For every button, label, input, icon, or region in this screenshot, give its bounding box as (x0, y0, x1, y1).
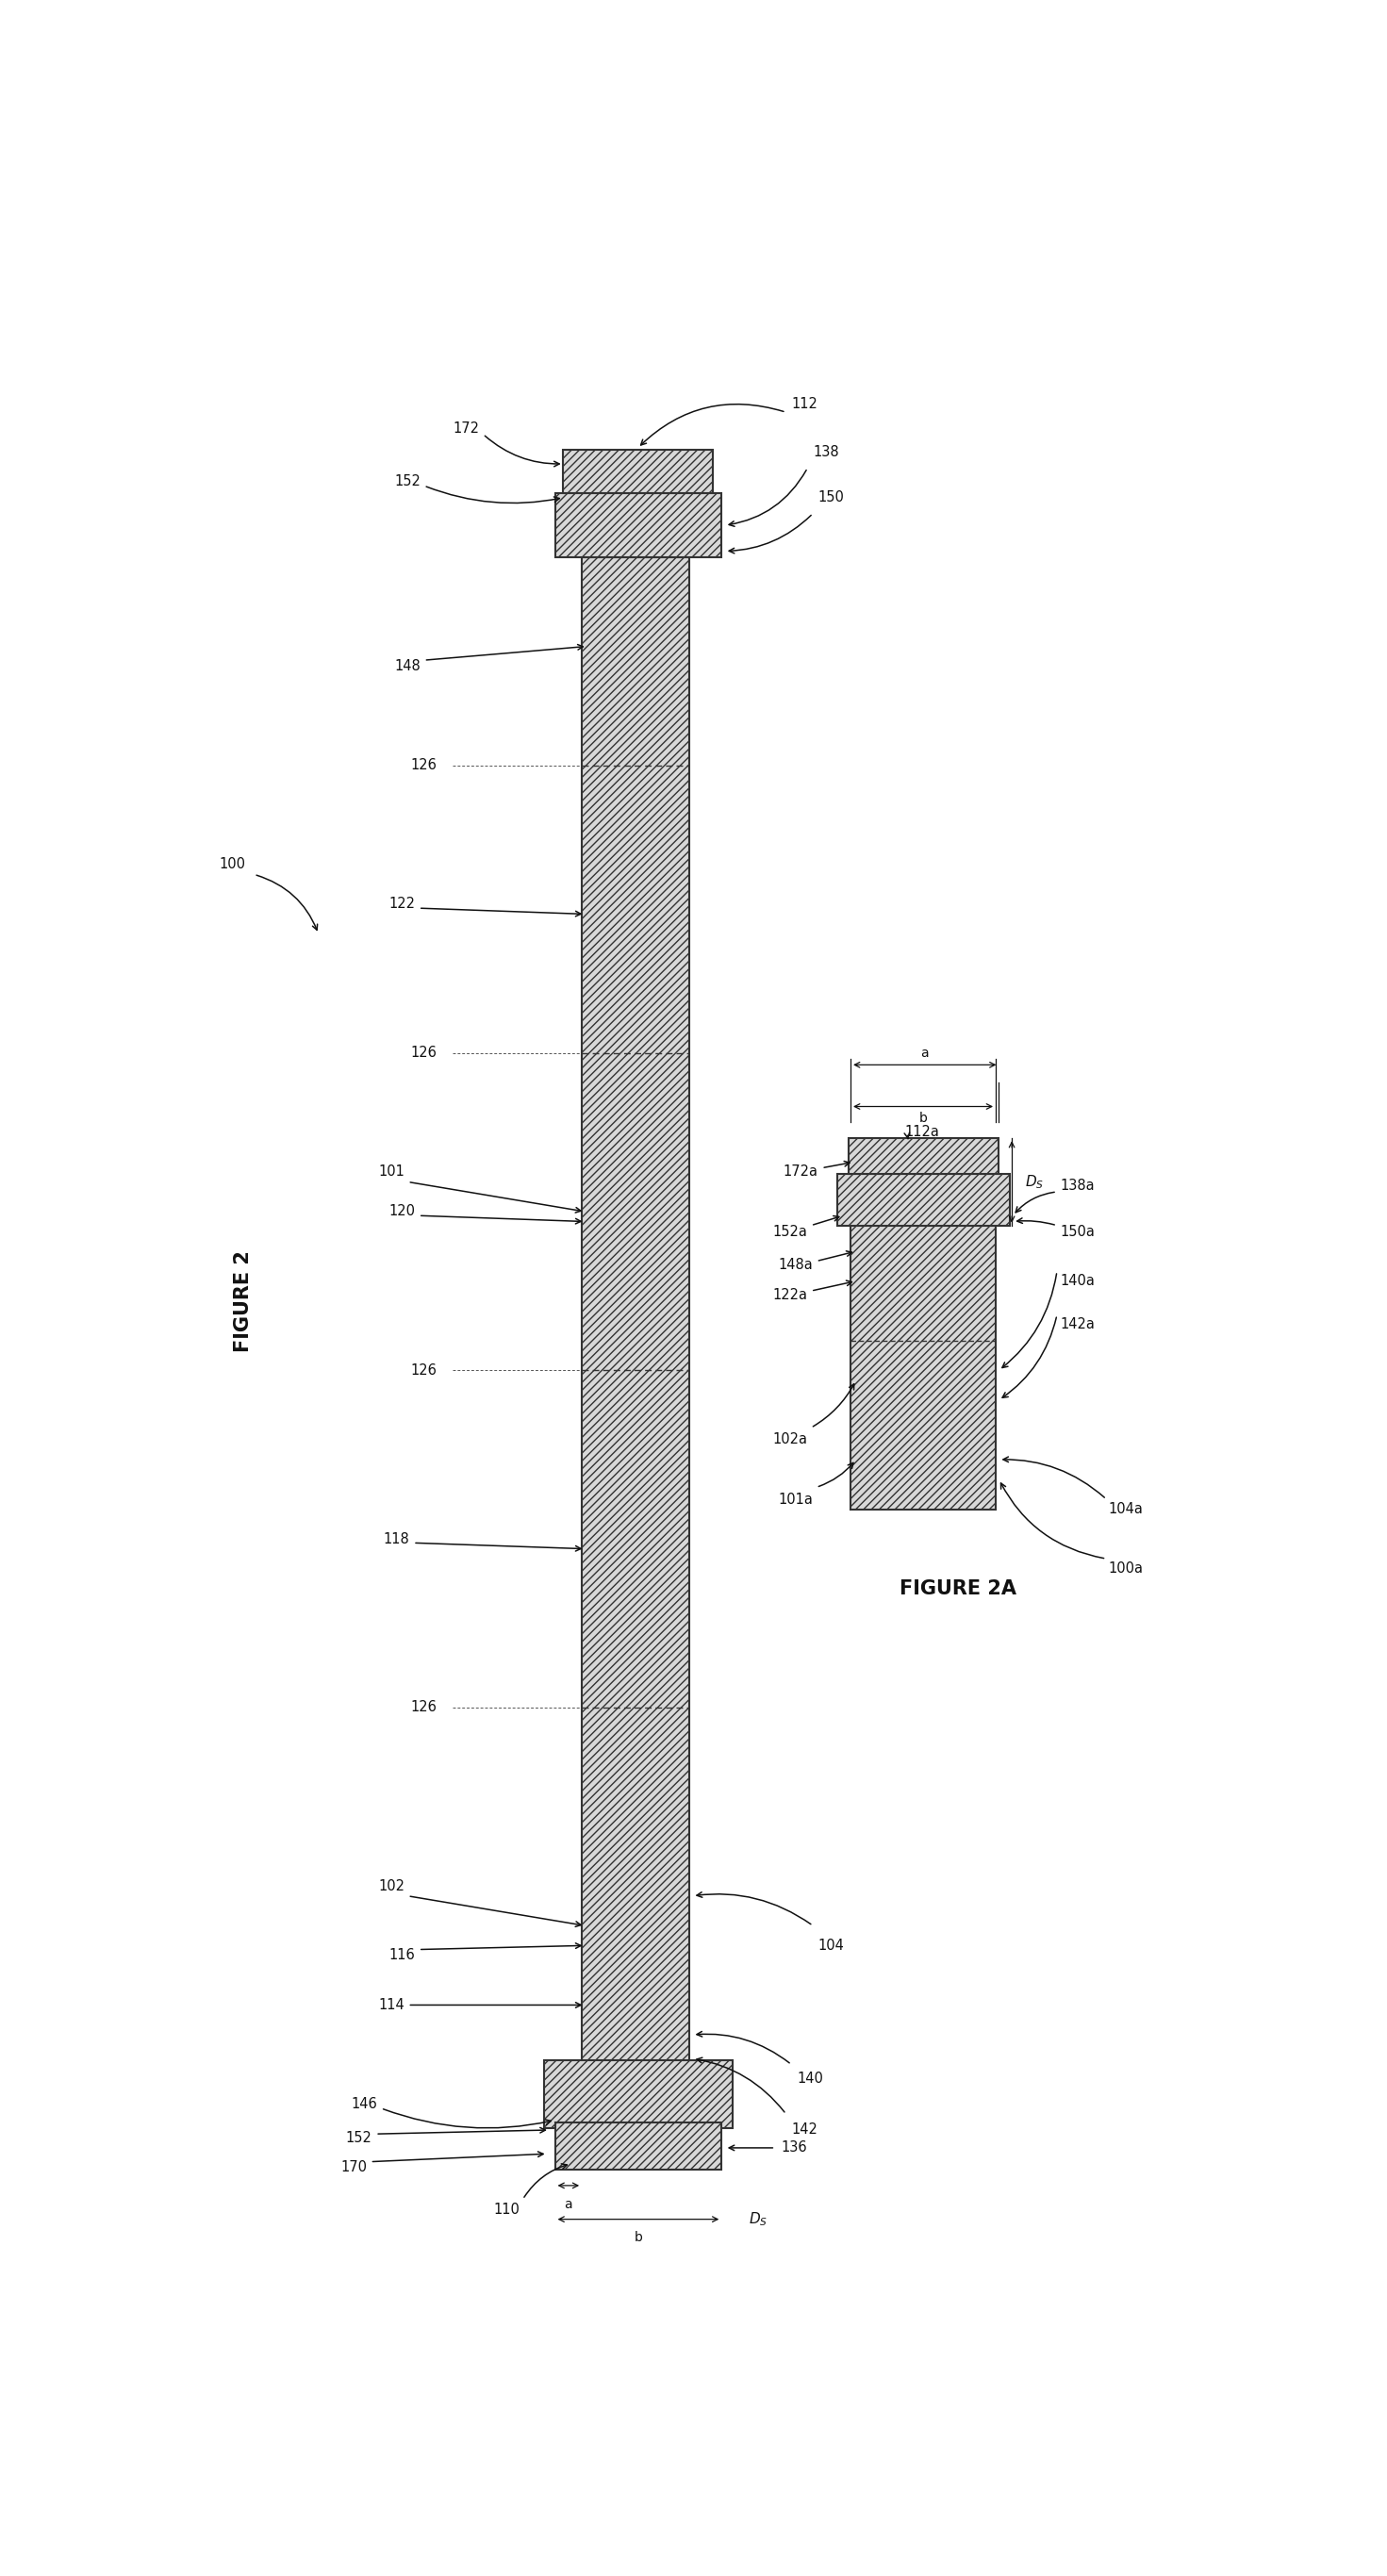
Text: 120: 120 (388, 1206, 415, 1218)
Text: 100a: 100a (1108, 1561, 1143, 1577)
Text: 152a: 152a (773, 1224, 807, 1239)
Text: 122a: 122a (773, 1288, 807, 1301)
Text: 172: 172 (454, 420, 480, 435)
Text: b: b (634, 2231, 642, 2244)
Text: 142a: 142a (1060, 1316, 1094, 1332)
Bar (555, 495, 721, 556)
Text: FIGURE 2: FIGURE 2 (234, 1249, 252, 1352)
Text: 126: 126 (411, 1363, 437, 1378)
Text: 150a: 150a (1060, 1224, 1094, 1239)
Text: 104a: 104a (1108, 1502, 1143, 1517)
Bar (850, 1221, 996, 1510)
Bar (544, 2061, 732, 2128)
Text: 101a: 101a (778, 1492, 813, 1507)
Text: 142: 142 (792, 2123, 818, 2138)
Text: 152: 152 (345, 2130, 372, 2146)
Text: 101: 101 (379, 1164, 405, 1180)
Text: 152: 152 (394, 474, 420, 489)
Text: a: a (565, 2197, 573, 2210)
Text: 136: 136 (781, 2141, 807, 2156)
Text: 126: 126 (411, 1046, 437, 1059)
Text: 102a: 102a (773, 1432, 807, 1448)
Text: 122: 122 (388, 896, 415, 912)
Text: 126: 126 (411, 1700, 437, 1716)
Bar (555, 2123, 721, 2169)
Text: 102: 102 (379, 1878, 405, 1893)
Bar (849, 1139, 999, 1175)
Text: 118: 118 (384, 1533, 411, 1546)
Text: 112a: 112a (904, 1126, 939, 1139)
Text: 114: 114 (379, 1999, 405, 2012)
Text: 112: 112 (792, 397, 818, 412)
Text: 148a: 148a (778, 1257, 813, 1273)
Text: 126: 126 (411, 757, 437, 773)
Text: 116: 116 (390, 1947, 415, 1963)
Bar (838, 1175, 1010, 1226)
Text: 170: 170 (340, 2161, 366, 2174)
Text: 138a: 138a (1060, 1180, 1094, 1193)
Text: 140a: 140a (1060, 1275, 1094, 1288)
Text: 104: 104 (818, 1940, 845, 1953)
Bar (563, 451, 713, 495)
Text: FIGURE 2A: FIGURE 2A (900, 1579, 1017, 1597)
Text: 140: 140 (796, 2071, 822, 2087)
Text: 100: 100 (219, 858, 245, 871)
Text: $D_S$: $D_S$ (749, 2210, 767, 2228)
Text: 150: 150 (818, 489, 845, 505)
Text: a: a (921, 1046, 929, 1059)
Text: 138: 138 (813, 446, 839, 459)
Text: $D_S$: $D_S$ (1025, 1172, 1043, 1190)
Text: 146: 146 (351, 2097, 377, 2112)
Text: 110: 110 (494, 2202, 520, 2215)
Text: 172a: 172a (784, 1164, 818, 1180)
Text: 148: 148 (394, 659, 420, 672)
Bar (583, 556, 689, 2063)
Text: b: b (920, 1113, 928, 1126)
